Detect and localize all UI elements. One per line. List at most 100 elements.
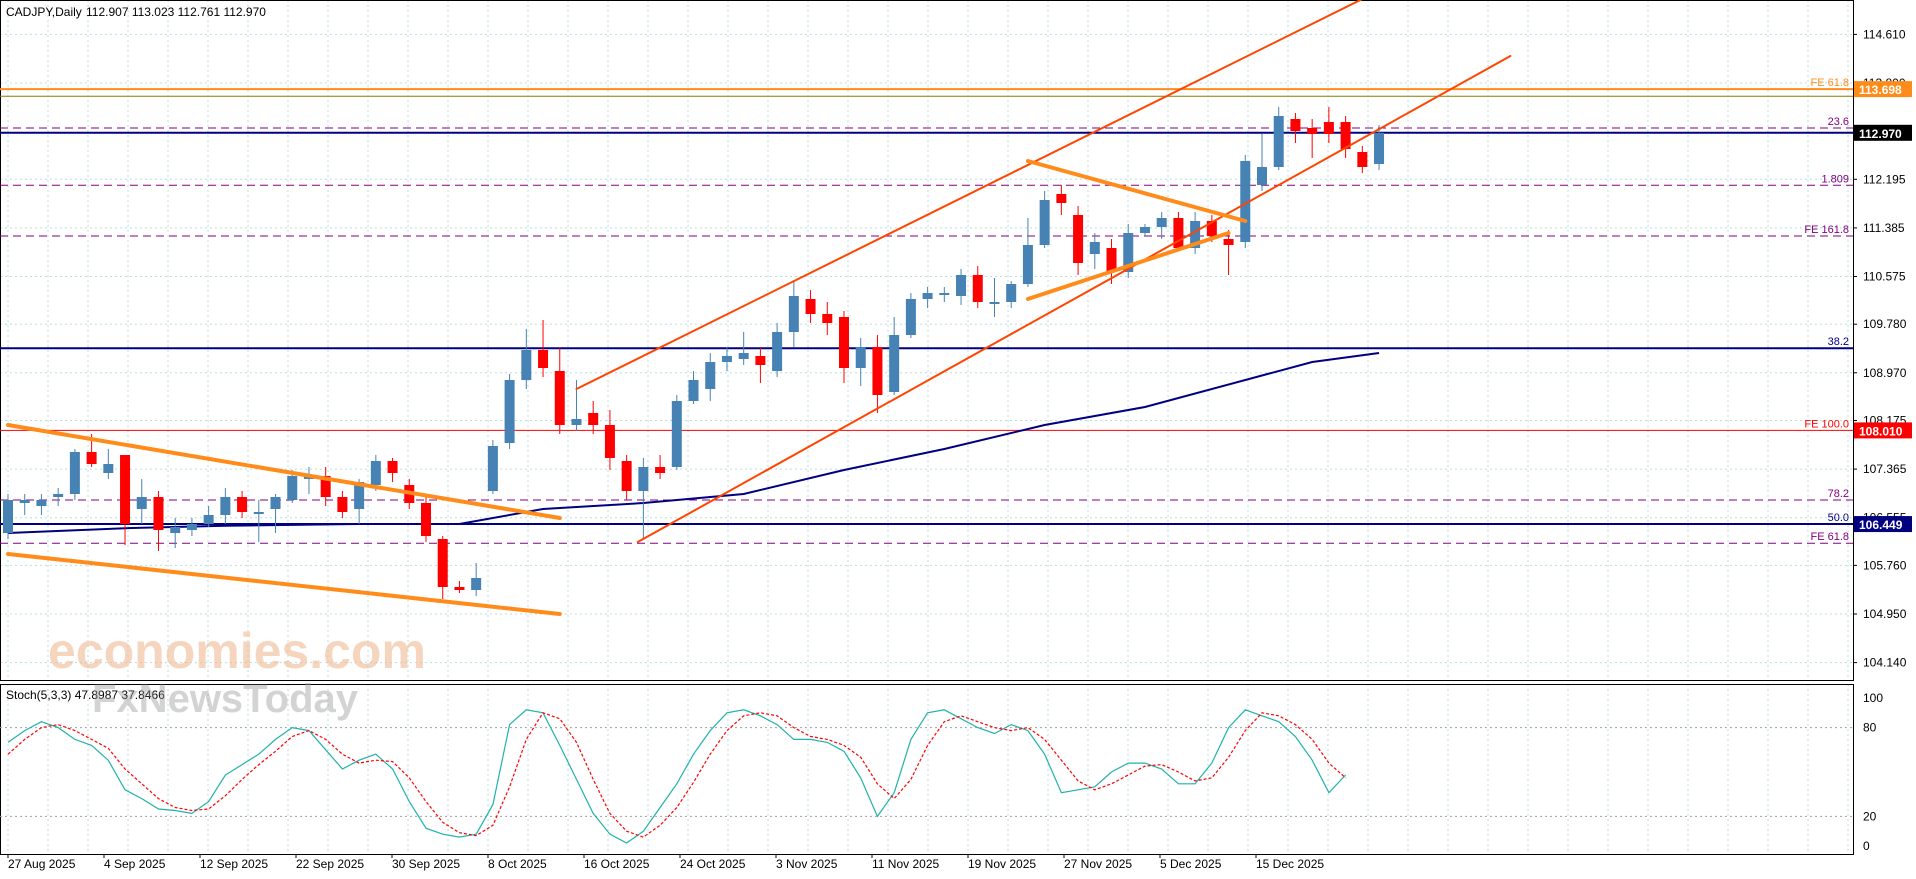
candle xyxy=(53,488,64,506)
candle-body xyxy=(19,500,30,503)
candle-body xyxy=(220,497,231,515)
level-label: FE 61.8 xyxy=(1810,77,1849,89)
triangle-lower xyxy=(1025,231,1231,301)
candle-body xyxy=(270,497,281,509)
date-tick-label: 27 Nov 2025 xyxy=(1064,857,1132,871)
date-tick-label: 12 Sep 2025 xyxy=(200,857,268,871)
stoch-tick-label: 100 xyxy=(1863,691,1883,705)
level-label: FE 61.8 xyxy=(1810,531,1849,543)
candle-body xyxy=(1223,239,1234,245)
price-tick-label: 112.195 xyxy=(1863,172,1906,186)
candle-body xyxy=(203,515,214,524)
candle-body xyxy=(253,512,264,514)
candle xyxy=(721,347,732,371)
candle xyxy=(939,287,950,302)
candle xyxy=(387,458,398,482)
candle xyxy=(671,395,682,470)
candle-body xyxy=(53,494,64,497)
candle-body xyxy=(1273,116,1284,167)
candle-body xyxy=(705,362,716,389)
candle-body xyxy=(621,461,632,491)
candle-body xyxy=(521,350,532,380)
candle-body xyxy=(1206,221,1217,236)
candle xyxy=(1240,155,1251,248)
candle xyxy=(805,290,816,323)
candle-body xyxy=(655,467,666,473)
falling-channel-lower xyxy=(6,552,562,616)
stoch-tick-label: 0 xyxy=(1863,839,1870,853)
candle-body xyxy=(1374,132,1385,164)
candle xyxy=(437,536,448,599)
price-tick-label: 110.575 xyxy=(1863,270,1906,284)
candle-body xyxy=(1056,194,1067,203)
candle xyxy=(1173,212,1184,251)
candle xyxy=(905,293,916,338)
candle xyxy=(186,518,197,536)
candle xyxy=(855,338,866,386)
chart-header-symbol: CADJPY,Daily xyxy=(6,5,82,19)
candle-body xyxy=(1307,128,1318,134)
candle-body xyxy=(738,353,749,359)
level-label: 78.2 xyxy=(1828,488,1849,500)
candle xyxy=(521,329,532,389)
candle-body xyxy=(487,446,498,491)
candle xyxy=(839,311,849,383)
candle xyxy=(1307,119,1318,158)
candle-body xyxy=(1106,248,1117,272)
candle-body xyxy=(287,476,298,500)
price-tick-label: 109.780 xyxy=(1863,317,1907,331)
candle-body xyxy=(1240,161,1251,242)
candle-body xyxy=(554,371,565,425)
candle-body xyxy=(889,335,900,392)
price-tick-label: 104.140 xyxy=(1863,656,1907,670)
candle xyxy=(972,266,983,308)
grid xyxy=(0,0,1854,855)
candle xyxy=(1006,281,1017,308)
candle-body xyxy=(571,419,582,425)
candle-body xyxy=(772,332,783,371)
axes: 114.610113.800112.195111.385110.575109.7… xyxy=(7,27,1912,871)
candle xyxy=(1022,218,1033,287)
horizontal-levels: FE 61.8 23.6 1.809 FE 161.8 38.2 FE 100.0 78.2… xyxy=(0,77,1853,544)
candles xyxy=(3,107,1385,599)
candle-body xyxy=(855,347,866,368)
candle xyxy=(638,458,649,539)
candle xyxy=(136,479,147,524)
stoch-title: Stoch(5,3,3) 47.8987 37.8466 xyxy=(6,688,165,702)
candle-body xyxy=(671,401,682,467)
date-tick-label: 16 Oct 2025 xyxy=(584,857,650,871)
falling-channel-upper xyxy=(6,423,562,520)
candle xyxy=(1340,116,1351,158)
candle xyxy=(103,449,114,479)
candle xyxy=(872,335,883,413)
stoch-tick-label: 80 xyxy=(1863,721,1877,735)
candle-body xyxy=(471,578,482,590)
date-tick-label: 24 Oct 2025 xyxy=(680,857,746,871)
candle xyxy=(1357,146,1368,173)
candle xyxy=(454,581,465,593)
candle xyxy=(688,371,699,404)
candle-body xyxy=(1357,152,1368,167)
candle xyxy=(354,479,365,524)
candle-body xyxy=(1089,242,1100,254)
candle xyxy=(1190,212,1201,254)
candle xyxy=(504,374,515,449)
date-tick-label: 15 Dec 2025 xyxy=(1256,857,1324,871)
candle-body xyxy=(354,482,365,509)
candle-body xyxy=(604,425,615,458)
candle xyxy=(270,494,281,533)
date-tick-label: 11 Nov 2025 xyxy=(872,857,939,871)
candle xyxy=(1257,134,1267,191)
price-tick-label: 107.365 xyxy=(1863,462,1907,476)
candle xyxy=(889,317,900,395)
candle-body xyxy=(788,296,799,332)
candle xyxy=(822,302,833,335)
trendlines[interactable] xyxy=(6,0,1512,616)
stochastic-oscillator: Stoch(5,3,3) 47.8987 37.8466 xyxy=(0,688,1853,844)
level-label: FE 100.0 xyxy=(1804,418,1849,430)
stoch-panel-frame xyxy=(0,684,1854,855)
candle-body xyxy=(688,380,699,401)
level-label: 50.0 xyxy=(1828,512,1849,524)
